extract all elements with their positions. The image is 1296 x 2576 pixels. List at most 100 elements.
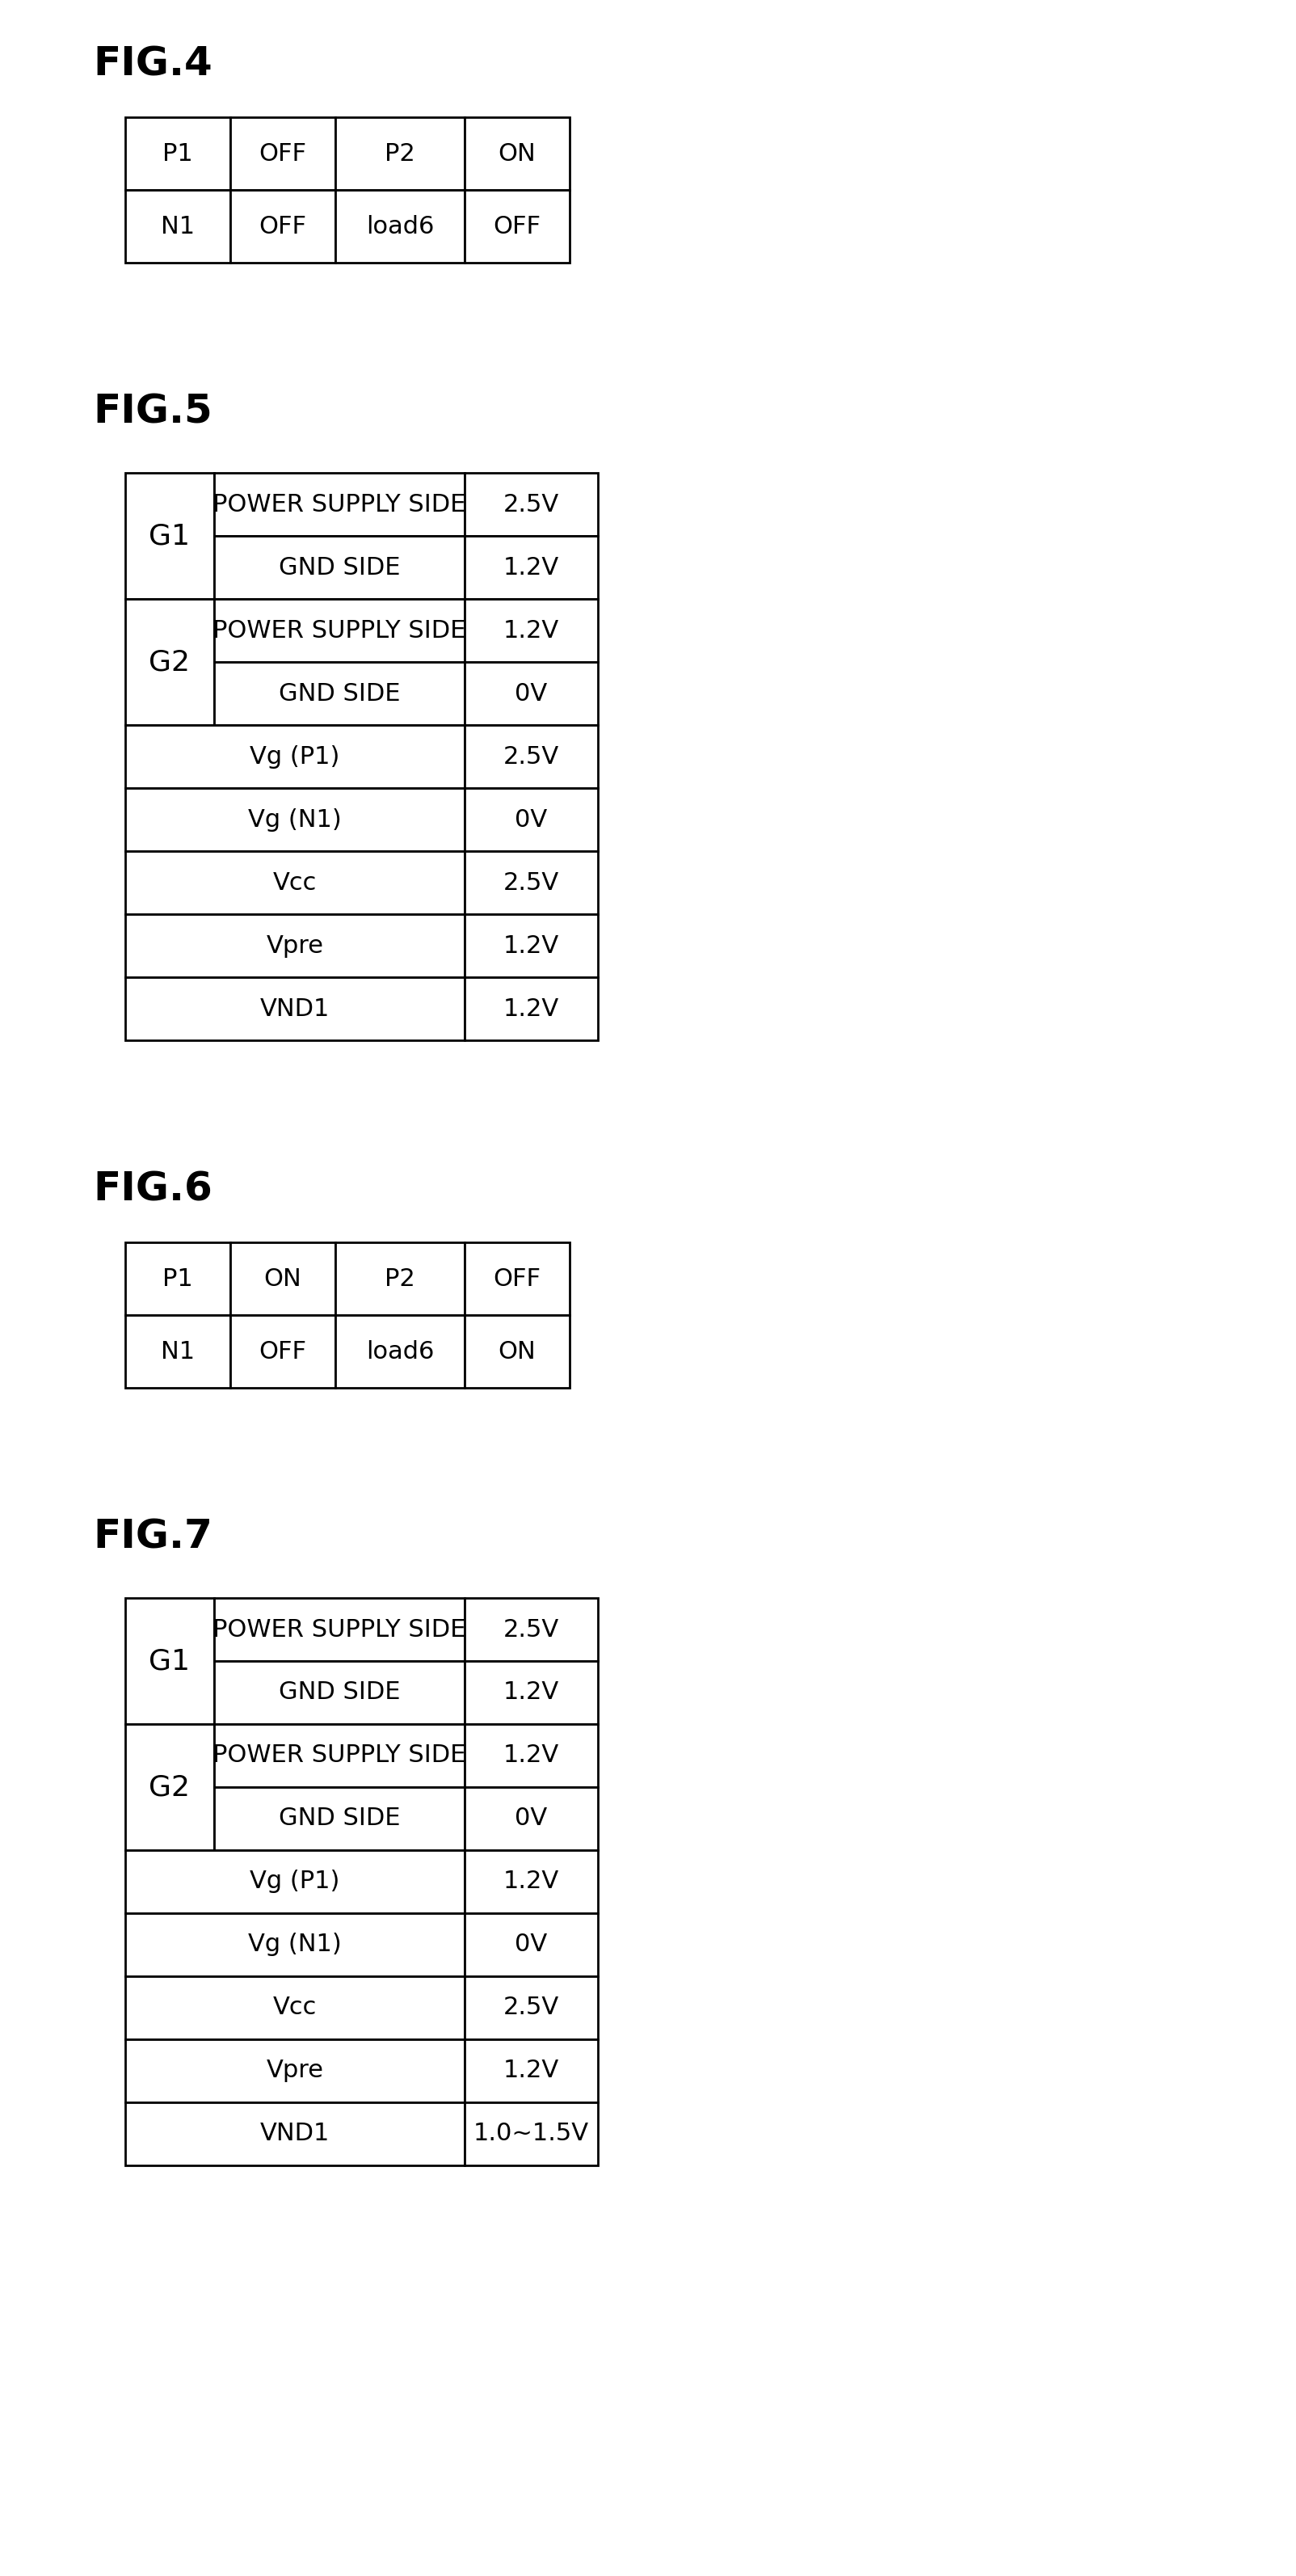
Text: Vg (N1): Vg (N1) (248, 1932, 342, 1955)
Bar (464, 2040, 597, 2102)
Bar (336, 116, 464, 191)
Bar (464, 662, 597, 724)
Bar (464, 1788, 597, 1850)
Text: GND SIDE: GND SIDE (279, 683, 400, 706)
Text: Vg (N1): Vg (N1) (248, 809, 342, 832)
Text: FIG.4: FIG.4 (93, 44, 213, 82)
Bar (214, 662, 464, 724)
Text: P1: P1 (162, 1267, 193, 1291)
Text: FIG.6: FIG.6 (93, 1170, 213, 1208)
Bar (214, 536, 464, 600)
Text: 2.5V: 2.5V (503, 1618, 559, 1641)
Bar (464, 976, 597, 1041)
Text: 1.2V: 1.2V (503, 618, 559, 641)
Text: OFF: OFF (259, 1340, 307, 1363)
Bar (214, 1788, 464, 1850)
Text: 1.2V: 1.2V (503, 1744, 559, 1767)
Bar (464, 724, 597, 788)
Bar (126, 474, 214, 600)
Text: load6: load6 (365, 214, 434, 237)
Bar (336, 1242, 464, 1316)
Text: POWER SUPPLY SIDE: POWER SUPPLY SIDE (213, 492, 467, 515)
Bar (126, 914, 464, 976)
Bar (214, 1723, 464, 1788)
Bar (231, 191, 336, 263)
Text: 0V: 0V (515, 809, 547, 832)
Bar (464, 1723, 597, 1788)
Bar (214, 474, 464, 536)
Text: FIG.7: FIG.7 (93, 1517, 213, 1556)
Text: VND1: VND1 (260, 997, 329, 1020)
Text: G1: G1 (149, 1646, 191, 1674)
Bar (126, 600, 214, 724)
Text: POWER SUPPLY SIDE: POWER SUPPLY SIDE (213, 1618, 467, 1641)
Bar (464, 1242, 570, 1316)
Bar (464, 1597, 597, 1662)
Bar (464, 914, 597, 976)
Text: POWER SUPPLY SIDE: POWER SUPPLY SIDE (213, 618, 467, 641)
Bar (126, 1976, 464, 2040)
Bar (231, 1316, 336, 1388)
Bar (214, 1662, 464, 1723)
Bar (464, 1662, 597, 1723)
Bar (464, 191, 570, 263)
Bar (336, 1316, 464, 1388)
Bar (126, 1723, 214, 1850)
Bar (464, 116, 570, 191)
Text: Vcc: Vcc (273, 1996, 318, 2020)
Text: 1.2V: 1.2V (503, 997, 559, 1020)
Bar (231, 1242, 336, 1316)
Text: POWER SUPPLY SIDE: POWER SUPPLY SIDE (213, 1744, 467, 1767)
Bar (126, 1242, 231, 1316)
Bar (126, 1316, 231, 1388)
Text: P1: P1 (162, 142, 193, 165)
Bar (464, 1316, 570, 1388)
Text: 1.2V: 1.2V (503, 2058, 559, 2081)
Text: GND SIDE: GND SIDE (279, 556, 400, 580)
Text: 2.5V: 2.5V (503, 744, 559, 768)
Text: VND1: VND1 (260, 2123, 329, 2146)
Text: OFF: OFF (494, 1267, 540, 1291)
Text: 1.0~1.5V: 1.0~1.5V (473, 2123, 590, 2146)
Text: 1.2V: 1.2V (503, 935, 559, 958)
Text: 1.2V: 1.2V (503, 1870, 559, 1893)
Text: G2: G2 (149, 649, 191, 675)
Text: 2.5V: 2.5V (503, 1996, 559, 2020)
Text: 0V: 0V (515, 1932, 547, 1955)
Bar (214, 1597, 464, 1662)
Bar (464, 850, 597, 914)
Text: FIG.5: FIG.5 (93, 392, 213, 430)
Bar (464, 1976, 597, 2040)
Text: ON: ON (498, 1340, 537, 1363)
Text: GND SIDE: GND SIDE (279, 1806, 400, 1832)
Text: load6: load6 (365, 1340, 434, 1363)
Text: OFF: OFF (494, 214, 540, 237)
Text: Vpre: Vpre (266, 935, 324, 958)
Text: G2: G2 (149, 1772, 191, 1801)
Text: 2.5V: 2.5V (503, 492, 559, 515)
Text: Vpre: Vpre (266, 2058, 324, 2081)
Text: P2: P2 (385, 1267, 415, 1291)
Bar (126, 116, 231, 191)
Bar (464, 1850, 597, 1914)
Bar (336, 191, 464, 263)
Bar (126, 850, 464, 914)
Text: OFF: OFF (259, 142, 307, 165)
Bar (464, 2102, 597, 2166)
Text: G1: G1 (149, 523, 191, 549)
Text: GND SIDE: GND SIDE (279, 1680, 400, 1705)
Bar (464, 536, 597, 600)
Bar (126, 976, 464, 1041)
Bar (126, 191, 231, 263)
Bar (464, 1914, 597, 1976)
Bar (126, 788, 464, 850)
Text: N1: N1 (161, 1340, 194, 1363)
Bar (126, 724, 464, 788)
Text: 1.2V: 1.2V (503, 556, 559, 580)
Text: Vg (P1): Vg (P1) (250, 744, 340, 768)
Text: ON: ON (264, 1267, 302, 1291)
Bar (464, 474, 597, 536)
Text: 1.2V: 1.2V (503, 1680, 559, 1705)
Bar (464, 788, 597, 850)
Text: ON: ON (498, 142, 537, 165)
